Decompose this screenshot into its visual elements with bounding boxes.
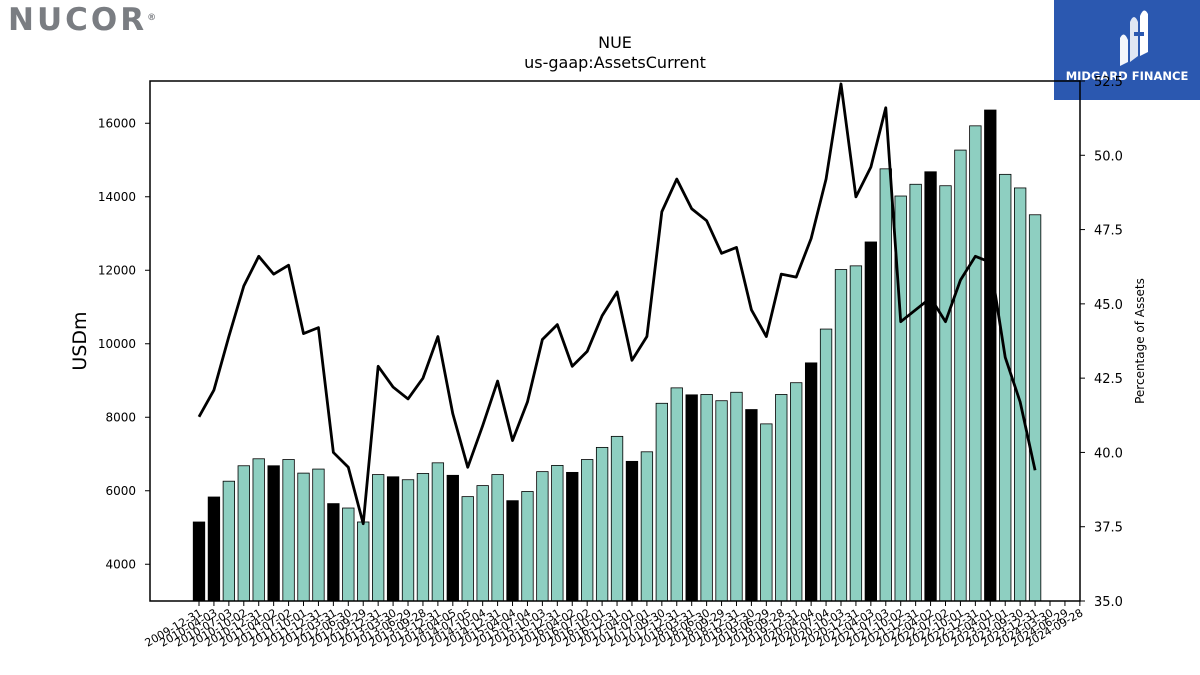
bar-2016-07-02 [581,459,594,602]
bar-2019-03-30 [745,409,758,602]
bar-2019-06-29 [760,423,773,602]
y2-tick-label: 42.5 [1094,372,1123,387]
bar-2009-12-31 [192,521,206,602]
bar-2020-04-04 [804,362,818,602]
bar-2012-03-31 [327,503,340,602]
bar-2013-03-30 [386,476,400,602]
bar-2023-04-01 [984,109,997,602]
bar-2010-12-31 [252,458,265,602]
bar-2017-07-01 [640,451,654,602]
bar-2010-04-03 [207,496,221,602]
bar-2022-04-02 [924,171,937,602]
bar-2012-09-29 [357,521,370,602]
y2-tick-label: 37.5 [1094,521,1123,536]
bar-2014-04-05 [446,474,459,602]
bar-2012-06-30 [342,507,355,602]
y-tick-label: 10000 [98,337,136,351]
bar-2015-12-31 [551,464,564,602]
bar-2016-12-31 [610,435,624,602]
y2-tick-label: 45.0 [1094,298,1123,313]
x-axis: 2009-12-312010-04-032010-07-032010-10-02… [143,601,1085,650]
bar-2013-09-28 [416,473,430,602]
chart-title: NUE [598,33,632,52]
percentage-line [197,82,1037,526]
bar-2021-12-31 [909,183,922,602]
bar-2016-04-02 [566,471,579,602]
y-axis-label: USDm [69,311,91,370]
bar-2011-07-02 [282,459,295,602]
y-tick-label: 4000 [105,557,136,571]
y-axis-left: 4000 6000 8000 10000 12000 14000 16000 [98,116,150,571]
bar-2017-09-30 [655,402,668,602]
bar-2011-12-31 [312,468,325,602]
y-tick-label: 16000 [98,116,136,130]
y2-axis-label: Percentage of Assets [1133,278,1147,404]
y-tick-label: 6000 [105,484,136,498]
bar-2020-07-04 [819,328,833,602]
bar-2021-04-03 [864,241,877,602]
bar-2013-06-29 [401,479,415,602]
bar-2012-12-31 [372,474,385,602]
y2-tick-label: 50.0 [1094,149,1123,164]
y2-tick-label: 40.0 [1094,446,1123,461]
bar-2010-10-02 [237,465,250,602]
bar-2018-09-29 [715,400,728,602]
y2-tick-label: 35.0 [1094,595,1123,610]
bar-2019-09-28 [775,394,788,602]
bar-2017-12-31 [670,387,683,602]
bar-2014-07-05 [461,496,474,602]
bar-2010-07-03 [222,480,236,602]
bar-2022-07-02 [939,185,952,602]
bar-2020-10-03 [834,269,848,602]
bar-2017-04-01 [625,460,639,602]
bar-2019-12-31 [790,382,803,602]
plot-frame [149,80,1081,602]
bar-2011-10-01 [297,472,310,602]
bar-2016-10-01 [595,446,609,602]
midgard-logo-icon [1120,10,1148,66]
y-tick-label: 12000 [98,263,136,277]
bar-2014-10-04 [476,485,489,602]
bar-2015-10-03 [536,471,549,602]
bar-2023-09-30 [1014,187,1027,602]
bar-2020-12-31 [849,265,863,602]
bar-2015-07-04 [521,491,534,602]
bar-2015-04-04 [506,500,519,602]
logo-text: NUCOR [8,2,148,38]
line-group [197,82,1037,526]
y2-tick-label: 52.5 [1094,75,1123,90]
badge-text: MIDGARD FINANCE [1065,69,1189,83]
y-tick-label: 14000 [98,190,136,204]
bar-group [192,109,1042,602]
bar-2014-12-31 [491,474,504,602]
y-axis-right: 35.0 37.5 40.0 42.5 45.0 47.5 50.0 52.5 [1080,75,1123,610]
bar-2018-03-31 [685,394,698,602]
bar-2011-04-02 [267,465,280,602]
bar-2023-07-01 [999,173,1012,602]
registered-mark: ® [147,13,157,23]
nucor-logo: NUCOR® [8,4,156,36]
bar-2018-06-30 [700,394,713,602]
bar-2023-12-31 [1028,214,1042,602]
bar-2021-07-03 [879,168,892,602]
y2-tick-label: 47.5 [1094,224,1123,239]
bar-2022-10-01 [954,149,967,602]
bar-2018-12-31 [730,391,743,602]
bar-2013-12-31 [431,462,445,602]
y-tick-label: 8000 [105,410,136,424]
midgard-finance-badge: MIDGARD FINANCE [1054,0,1200,100]
bar-2022-12-31 [969,125,982,602]
chart-subtitle: us-gaap:AssetsCurrent [524,53,706,72]
